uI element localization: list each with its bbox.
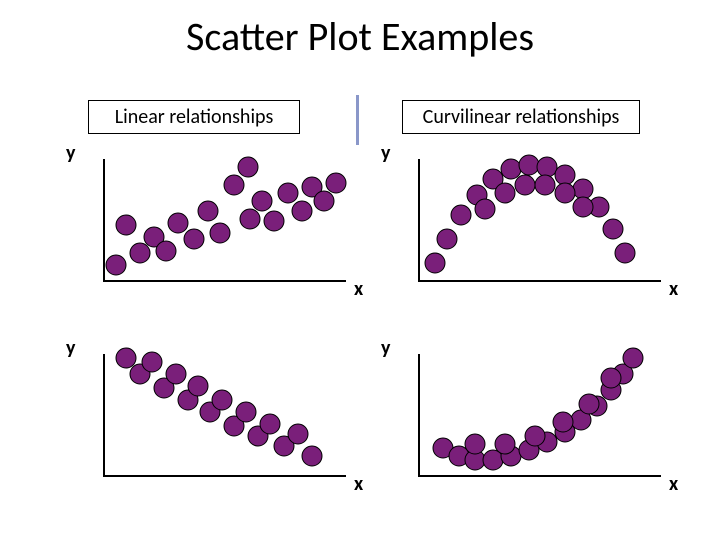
- data-point: [198, 201, 218, 221]
- x-axis-label: x: [354, 472, 363, 496]
- data-point: [116, 215, 136, 235]
- data-point: [573, 197, 593, 217]
- scatter-plot-curvilinear-arch: yx: [405, 145, 665, 295]
- data-point: [495, 183, 515, 203]
- data-point: [579, 394, 599, 414]
- y-axis-label: y: [66, 141, 75, 165]
- y-axis-label: y: [66, 336, 75, 360]
- data-point: [224, 175, 244, 195]
- data-point: [264, 211, 284, 231]
- data-point: [603, 219, 623, 239]
- data-point: [525, 426, 545, 446]
- data-point: [326, 173, 346, 193]
- data-point: [188, 376, 208, 396]
- data-point: [537, 157, 557, 177]
- x-axis-label: x: [669, 472, 678, 496]
- header-curvilinear-text: Curvilinear relationships: [423, 105, 620, 129]
- data-point: [106, 255, 126, 275]
- data-point: [210, 223, 230, 243]
- data-point: [314, 191, 334, 211]
- data-point: [260, 414, 280, 434]
- data-point: [252, 191, 272, 211]
- header-linear: Linear relationships: [88, 100, 300, 134]
- header-curvilinear: Curvilinear relationships: [402, 100, 640, 134]
- scatter-svg: [405, 340, 665, 490]
- x-axis-label: x: [354, 277, 363, 301]
- data-point: [116, 348, 136, 368]
- data-point: [475, 199, 495, 219]
- data-point: [515, 175, 535, 195]
- data-point: [437, 229, 457, 249]
- data-point: [623, 348, 643, 368]
- data-point: [553, 412, 573, 432]
- data-point: [240, 209, 260, 229]
- scatter-svg: [90, 145, 350, 295]
- header-linear-text: Linear relationships: [115, 105, 274, 129]
- data-point: [573, 179, 593, 199]
- data-point: [465, 434, 485, 454]
- data-point: [168, 213, 188, 233]
- data-point: [288, 424, 308, 444]
- vertical-divider: [356, 95, 359, 145]
- data-point: [495, 434, 515, 454]
- data-point: [238, 157, 258, 177]
- scatter-svg: [90, 340, 350, 490]
- data-point: [130, 243, 150, 263]
- data-point: [278, 183, 298, 203]
- data-point: [184, 229, 204, 249]
- slide: Scatter Plot Examples Linear relationshi…: [0, 0, 720, 540]
- data-point: [142, 352, 162, 372]
- data-point: [451, 205, 471, 225]
- data-point: [212, 390, 232, 410]
- page-title: Scatter Plot Examples: [0, 12, 720, 61]
- data-point: [166, 364, 186, 384]
- data-point: [535, 175, 555, 195]
- y-axis-label: y: [381, 141, 390, 165]
- data-point: [156, 241, 176, 261]
- x-axis-label: x: [669, 277, 678, 301]
- scatter-svg: [405, 145, 665, 295]
- scatter-plot-linear-positive: yx: [90, 145, 350, 295]
- data-point: [292, 201, 312, 221]
- data-point: [519, 155, 539, 175]
- data-point: [302, 446, 322, 466]
- data-point: [425, 253, 445, 273]
- data-point: [555, 183, 575, 203]
- y-axis-label: y: [381, 336, 390, 360]
- data-point: [555, 165, 575, 185]
- data-point: [501, 159, 521, 179]
- scatter-plot-curvilinear-j: yx: [405, 340, 665, 490]
- data-point: [601, 368, 621, 388]
- data-point: [615, 243, 635, 263]
- scatter-plot-linear-negative: yx: [90, 340, 350, 490]
- data-point: [236, 402, 256, 422]
